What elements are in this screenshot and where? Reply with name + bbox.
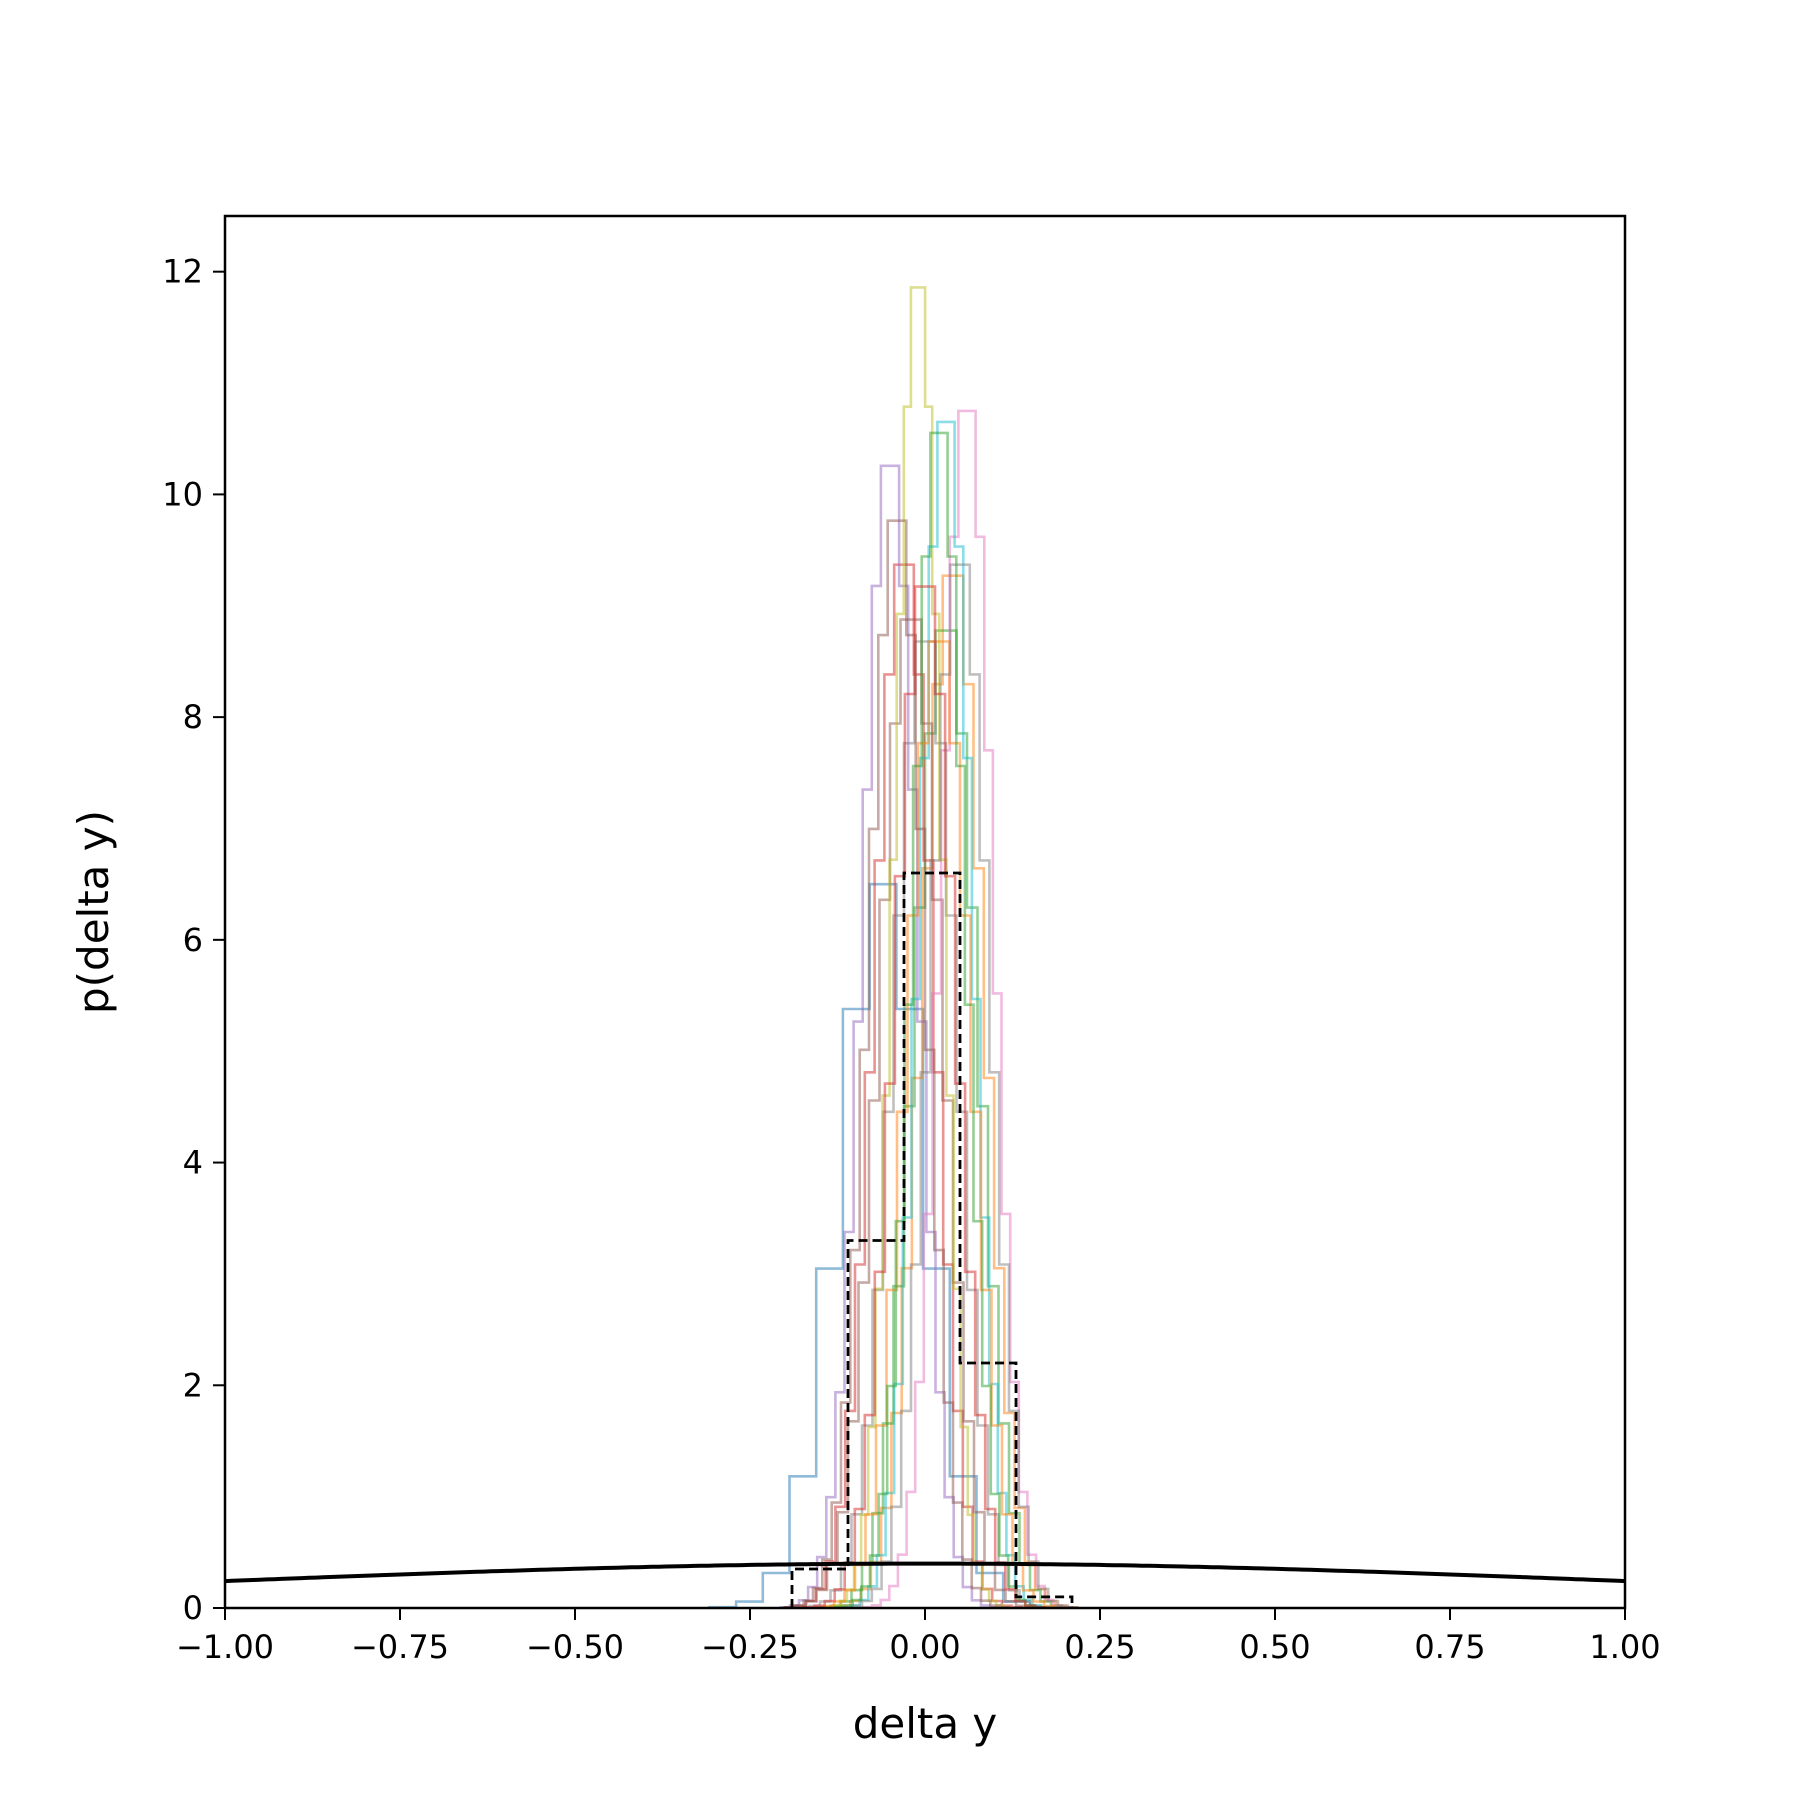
y-tick-label: 8 [183,698,203,736]
x-tick-label: 0.50 [1239,1628,1310,1666]
x-axis: −1.00 −0.75 −0.50 −0.25 0.00 0.25 0.50 0.75 1.00 [176,1608,1661,1666]
prior-curve-line [225,1561,1625,1584]
x-axis-label: delta y [853,1699,998,1748]
x-tick-label: −1.00 [176,1628,274,1666]
y-axis: 0 2 4 6 8 10 12 [162,253,225,1627]
y-tick-label: 4 [183,1144,203,1182]
x-tick-label: −0.25 [701,1628,799,1666]
x-tick-label: 0.75 [1414,1628,1485,1666]
posterior-histogram-15 [803,585,1047,1608]
y-tick-label: 6 [183,921,203,959]
x-tick-label: −0.50 [526,1628,624,1666]
x-tick-label: 1.00 [1589,1628,1660,1666]
dashed-histogram-line [790,871,1074,1608]
posterior-histogram-6 [783,618,1039,1608]
x-tick-label: 0.25 [1064,1628,1135,1666]
y-tick-label: 0 [183,1589,203,1627]
posterior-histogram-14 [834,431,1044,1608]
y-tick-label: 2 [183,1366,203,1404]
posterior-histogram-11 [811,640,1067,1608]
prior-curve [225,1561,1625,1584]
x-tick-label: −0.75 [351,1628,449,1666]
y-tick-label: 10 [162,475,203,513]
x-tick-label: 0.00 [889,1628,960,1666]
y-tick-label: 12 [162,253,203,291]
posterior-histograms [708,286,1079,1608]
posterior-histogram-7 [862,409,1072,1608]
posterior-histogram-1 [708,882,1058,1608]
posterior-histogram-13 [841,563,1079,1608]
posterior-histogram-12 [783,519,1011,1608]
dashed-histogram [790,871,1074,1608]
y-axis-label: p(delta y) [69,810,118,1014]
